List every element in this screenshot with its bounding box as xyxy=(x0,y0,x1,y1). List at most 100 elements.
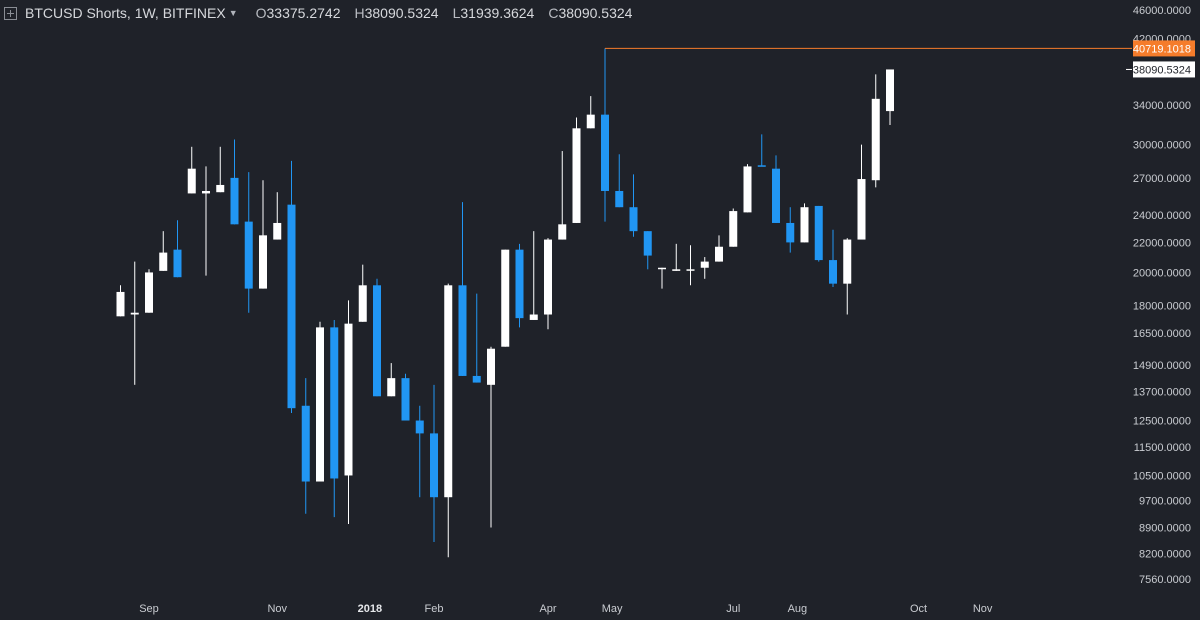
price-tick-label: 34000.0000 xyxy=(1133,100,1191,112)
time-tick-label: Sep xyxy=(139,603,159,615)
price-tick-label: 22000.0000 xyxy=(1133,237,1191,249)
candle xyxy=(458,202,467,376)
candle xyxy=(387,363,396,397)
candle xyxy=(187,146,196,194)
candle-body xyxy=(472,375,481,383)
price-tick-label: 16500.0000 xyxy=(1133,328,1191,340)
candle xyxy=(244,172,253,313)
time-axis[interactable]: Sep Nov 2018 Feb Apr May Jul Aug Oct Nov xyxy=(139,603,993,615)
close-key: C xyxy=(548,5,559,21)
candle-body xyxy=(259,235,267,289)
candle-body xyxy=(130,312,139,315)
price-tick-label: 11500.0000 xyxy=(1134,442,1191,454)
price-axis[interactable]: 46000.000042000.000038000.000034000.0000… xyxy=(1133,5,1195,586)
candle-body xyxy=(615,190,624,208)
candle xyxy=(772,155,780,223)
time-tick-label: Nov xyxy=(267,603,287,615)
candle xyxy=(273,192,282,240)
candle-body xyxy=(729,211,738,247)
candle xyxy=(501,249,510,347)
high-price-label: 40719.1018 xyxy=(1133,43,1191,55)
candle-body xyxy=(601,114,609,191)
candle-body xyxy=(843,239,852,284)
candle xyxy=(487,346,495,528)
candle xyxy=(814,205,823,262)
candle-body xyxy=(515,249,524,319)
price-tick-label: 24000.0000 xyxy=(1133,210,1191,222)
price-tick-label: 18000.0000 xyxy=(1133,301,1191,313)
candle xyxy=(202,166,210,276)
price-tick-label: 12500.0000 xyxy=(1133,416,1191,428)
candle xyxy=(672,243,681,271)
candle xyxy=(401,373,410,421)
candle-body xyxy=(344,323,353,476)
candle-body xyxy=(230,177,239,225)
candles-layer xyxy=(116,48,894,558)
candle xyxy=(230,139,239,225)
candle xyxy=(358,264,367,322)
candle xyxy=(843,238,852,315)
candle-body xyxy=(202,190,210,194)
price-tick-label: 8200.0000 xyxy=(1139,548,1191,560)
candle-body xyxy=(658,267,666,270)
candle-body xyxy=(757,165,766,167)
time-tick-label: Feb xyxy=(425,603,444,615)
candle-body xyxy=(786,222,795,243)
candle xyxy=(344,300,353,525)
candle xyxy=(515,243,524,328)
candle xyxy=(886,69,894,125)
candle xyxy=(130,261,139,385)
price-tick-label: 27000.0000 xyxy=(1133,173,1191,185)
candle-body xyxy=(672,269,681,271)
candle-body xyxy=(358,285,367,322)
candle xyxy=(330,319,339,518)
expand-icon[interactable] xyxy=(4,6,17,20)
candle-body xyxy=(800,207,809,243)
time-tick-label: 2018 xyxy=(358,603,382,615)
candle-body xyxy=(444,285,453,498)
candle-body xyxy=(330,327,339,479)
candle-body xyxy=(529,314,538,320)
time-tick-label: Apr xyxy=(539,603,556,615)
overlays-layer xyxy=(605,47,1132,70)
candle-body xyxy=(216,184,225,193)
candle xyxy=(316,321,324,482)
chevron-down-icon[interactable]: ▼ xyxy=(228,8,238,18)
close-value: 38090.5324 xyxy=(558,5,633,21)
candle xyxy=(643,231,652,270)
candle-body xyxy=(772,168,780,223)
price-tick-label: 7560.0000 xyxy=(1139,574,1191,586)
price-tick-label: 46000.0000 xyxy=(1133,5,1191,17)
candle xyxy=(572,117,581,223)
candle xyxy=(216,146,225,193)
candle xyxy=(629,174,638,237)
last-price-label: 38090.5324 xyxy=(1133,64,1191,76)
high-key: H xyxy=(354,5,365,21)
time-tick-label: Jul xyxy=(726,603,740,615)
candle-body xyxy=(187,168,196,194)
low-key: L xyxy=(452,5,461,21)
candle xyxy=(159,231,168,271)
candle-body xyxy=(401,378,410,421)
candle-body xyxy=(244,221,253,289)
price-tick-label: 9700.0000 xyxy=(1139,495,1191,507)
candle-body xyxy=(700,261,709,268)
candle xyxy=(601,48,609,222)
chart-header: BTCUSD Shorts, 1W, BITFINEX ▼ O 33375.274… xyxy=(4,2,646,24)
candle-body xyxy=(373,285,381,397)
candle xyxy=(700,257,709,279)
symbol-title[interactable]: BTCUSD Shorts, 1W, BITFINEX xyxy=(25,5,226,21)
time-tick-label: Nov xyxy=(973,603,993,615)
candle xyxy=(658,267,666,289)
price-tick-label: 13700.0000 xyxy=(1133,387,1191,399)
candle xyxy=(871,74,880,188)
price-tick-label: 14900.0000 xyxy=(1133,360,1191,372)
candle xyxy=(287,160,296,414)
candle-body xyxy=(558,224,567,240)
candle xyxy=(529,231,538,320)
price-tick-label: 8900.0000 xyxy=(1139,523,1191,535)
candle-body xyxy=(686,269,695,271)
candle-body xyxy=(173,249,182,278)
candle xyxy=(544,238,552,330)
